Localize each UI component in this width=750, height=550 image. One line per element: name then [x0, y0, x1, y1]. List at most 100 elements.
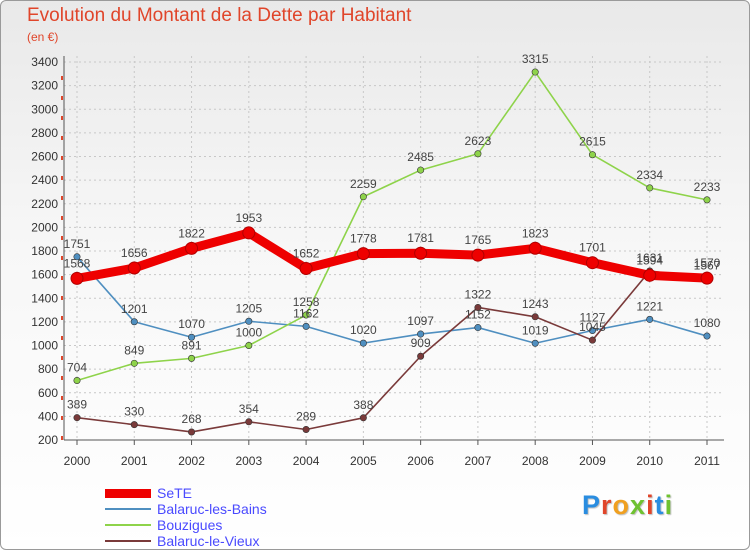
data-point — [474, 324, 482, 332]
data-point — [130, 359, 138, 367]
data-point — [188, 428, 196, 436]
x-tick-label: 2008 — [522, 454, 549, 468]
data-label: 1594 — [636, 253, 663, 267]
data-point — [585, 256, 599, 270]
data-point — [73, 376, 81, 384]
data-point — [356, 247, 370, 261]
data-label: 909 — [411, 336, 431, 350]
data-point — [474, 303, 482, 311]
legend-label: Bouzigues — [157, 517, 223, 533]
axis-tick-dot — [61, 276, 63, 280]
axis-tick-dot — [61, 296, 63, 300]
data-label: 1243 — [522, 297, 549, 311]
data-point — [185, 241, 199, 255]
data-point — [417, 330, 425, 338]
data-point — [700, 271, 714, 285]
data-point — [531, 313, 539, 321]
data-point — [188, 333, 196, 341]
data-label: 1778 — [350, 232, 377, 246]
data-point — [703, 196, 711, 204]
legend-swatch — [105, 540, 151, 542]
data-point — [417, 352, 425, 360]
y-tick-label: 800 — [38, 362, 58, 376]
data-point — [359, 414, 367, 422]
data-labels-bouzigues: 704 849 891 1000 1258 2259 2485 2623 3315 2615 233… — [67, 52, 721, 374]
data-point — [127, 261, 141, 275]
data-label: 268 — [182, 412, 202, 426]
y-tick-label: 2400 — [31, 173, 58, 187]
axis-tick-dot — [61, 176, 63, 180]
data-point — [359, 339, 367, 347]
y-tick-label: 2200 — [31, 197, 58, 211]
data-point — [242, 226, 256, 240]
logo-letter: i — [664, 490, 674, 520]
axis-tick-dot — [61, 416, 63, 420]
data-point — [130, 421, 138, 429]
data-label: 3315 — [522, 52, 549, 66]
axis-tick-dot — [61, 96, 63, 100]
data-point — [588, 336, 596, 344]
axis-tick-dot — [61, 356, 63, 360]
data-label: 1656 — [121, 246, 148, 260]
logo-letter: o — [612, 490, 631, 520]
data-label: 1020 — [350, 323, 377, 337]
data-point — [299, 261, 313, 275]
axis-tick-dot — [61, 196, 63, 200]
axis-tick-dot — [61, 136, 63, 140]
x-tick-label: 2009 — [579, 454, 606, 468]
data-label: 704 — [67, 360, 87, 374]
data-point — [588, 151, 596, 159]
data-label: 1701 — [579, 241, 606, 255]
series-sete — [70, 226, 714, 285]
y-tick-label: 2000 — [31, 220, 58, 234]
series-line — [76, 71, 708, 382]
axis-tick-dot — [61, 116, 63, 120]
data-point — [245, 317, 253, 325]
x-tick-label: 2010 — [636, 454, 663, 468]
grid-lines — [64, 56, 724, 441]
y-tick-label: 3200 — [31, 79, 58, 93]
logo-letter: x — [630, 490, 647, 520]
data-label: 1258 — [293, 295, 320, 309]
data-point — [703, 332, 711, 340]
logo-letter: i — [646, 490, 655, 520]
x-tick-label: 2011 — [694, 454, 720, 468]
data-label: 354 — [239, 402, 259, 416]
data-point — [471, 248, 485, 262]
logo-letter: r — [601, 490, 613, 520]
x-tick-label: 2001 — [121, 454, 148, 468]
data-point — [130, 318, 138, 326]
data-label: 1567 — [694, 259, 721, 273]
y-tick-label: 1800 — [31, 244, 58, 258]
y-tick-label: 1200 — [31, 315, 58, 329]
data-point — [245, 341, 253, 349]
series-line — [76, 270, 708, 433]
y-tick-label: 2600 — [31, 150, 58, 164]
x-tick-label: 2004 — [293, 454, 320, 468]
data-label: 1631 — [636, 251, 663, 265]
data-label: 891 — [182, 338, 202, 352]
y-tick-label: 1400 — [31, 291, 58, 305]
data-label: 1152 — [465, 308, 491, 322]
y-tick-label: 400 — [38, 409, 58, 423]
data-point — [414, 246, 428, 260]
y-tick-label: 1000 — [31, 339, 58, 353]
data-labels-balaruc-le-vieux: 389 330 268 354 289 388 909 1322 1243 1045 1631 156… — [67, 251, 721, 426]
x-tick-label: 2007 — [465, 454, 492, 468]
y-tick-label: 3000 — [31, 102, 58, 116]
axis-tick-dot — [61, 396, 63, 400]
data-point — [188, 354, 196, 362]
y-tick-label: 2800 — [31, 126, 58, 140]
chart-unit-label: (en €) — [27, 30, 59, 44]
logo-letter: t — [654, 490, 665, 520]
data-label: 1765 — [465, 233, 492, 247]
data-label: 1570 — [694, 256, 721, 270]
data-label: 1822 — [178, 226, 205, 240]
data-label: 1080 — [694, 316, 721, 330]
axis-tick-dot — [61, 236, 63, 240]
data-label: 1019 — [522, 323, 549, 337]
data-label: 1162 — [293, 306, 319, 320]
x-tick-label: 2000 — [64, 454, 91, 468]
data-label: 1070 — [178, 317, 205, 331]
y-tick-label: 1600 — [31, 268, 58, 282]
